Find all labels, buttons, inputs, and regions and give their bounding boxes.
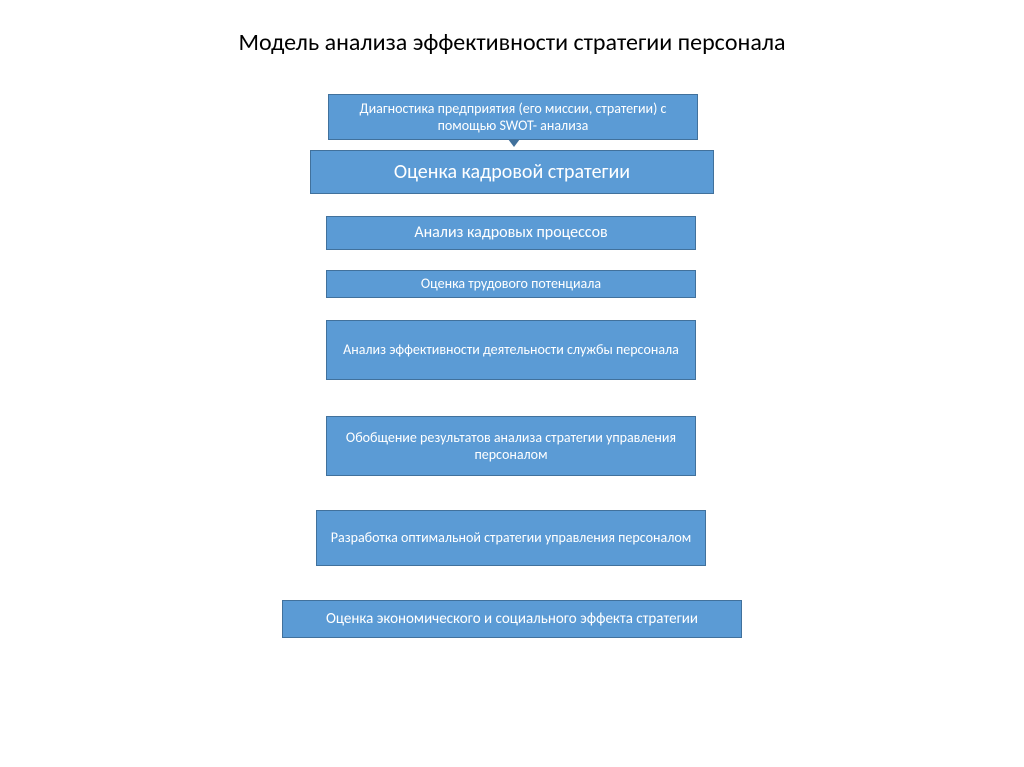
flow-box-label: Оценка экономического и социального эффе…: [326, 610, 698, 629]
flow-box-2: Оценка кадровой стратегии: [310, 150, 714, 194]
flow-box-label: Оценка трудового потенциала: [421, 275, 601, 293]
flow-box-7: Разработка оптимальной стратегии управле…: [316, 510, 706, 566]
diagram-canvas: Модель анализа эффективности стратегии п…: [0, 0, 1024, 767]
flow-box-1: Диагностика предприятия (его миссии, стр…: [328, 94, 698, 140]
flow-box-label: Оценка кадровой стратегии: [394, 160, 630, 185]
flow-box-label: Обобщение результатов анализа стратегии …: [337, 429, 685, 464]
flow-box-3: Анализ кадровых процессов: [326, 216, 696, 250]
flow-box-label: Диагностика предприятия (его миссии, стр…: [339, 100, 687, 135]
page-title: Модель анализа эффективности стратегии п…: [0, 28, 1024, 57]
flow-box-label: Анализ кадровых процессов: [414, 223, 607, 243]
flow-box-5: Анализ эффективности деятельности службы…: [326, 320, 696, 380]
flow-box-8: Оценка экономического и социального эффе…: [282, 600, 742, 638]
flow-box-label: Анализ эффективности деятельности службы…: [343, 341, 679, 359]
flow-box-6: Обобщение результатов анализа стратегии …: [326, 416, 696, 476]
down-arrow-icon: [508, 139, 520, 147]
flow-box-label: Разработка оптимальной стратегии управле…: [331, 529, 692, 547]
flow-box-4: Оценка трудового потенциала: [326, 270, 696, 298]
